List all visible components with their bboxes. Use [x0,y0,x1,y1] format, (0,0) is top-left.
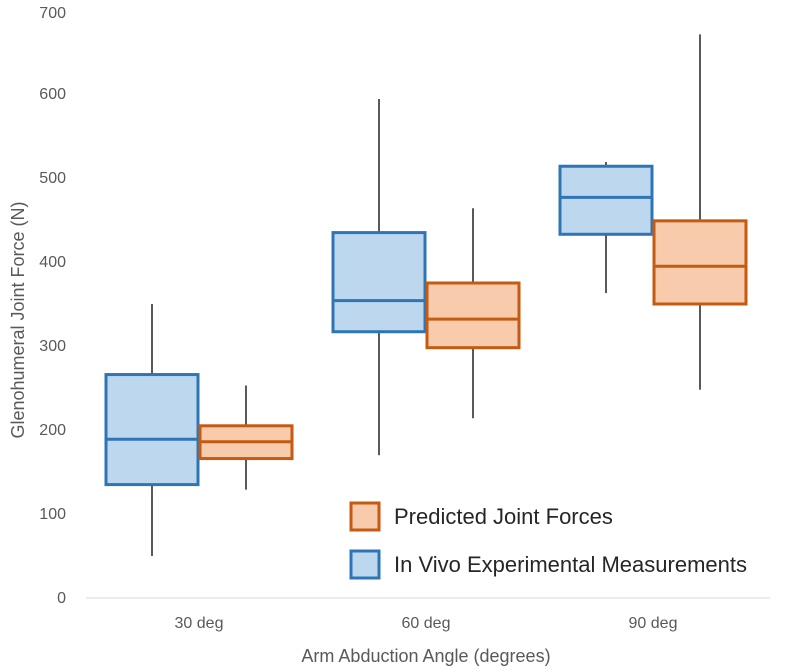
box-in-vivo-1 [331,99,427,456]
x-tick-label: 30 deg [175,615,224,632]
x-axis-title: Arm Abduction Angle (degrees) [301,646,550,666]
iqr-box [652,219,748,306]
y-tick-label: 200 [39,422,66,439]
y-axis: 0 100 200 300 400 500 600 700 [39,5,66,607]
box-in-vivo-2 [558,162,654,294]
box-predicted-0 [198,385,294,490]
box-predicted-1 [425,208,521,419]
legend-label-predicted: Predicted Joint Forces [394,504,613,529]
y-tick-label: 300 [39,338,66,355]
y-tick-label: 500 [39,170,66,187]
legend-swatch-predicted [349,501,381,532]
legend-swatch-in-vivo [349,549,381,580]
y-tick-label: 100 [39,506,66,523]
x-axis: 30 deg 60 deg 90 deg [175,615,678,632]
y-tick-label: 400 [39,254,66,271]
x-tick-label: 60 deg [402,615,451,632]
iqr-box [425,281,521,350]
box-predicted-2 [652,34,748,390]
legend-label-in-vivo: In Vivo Experimental Measurements [394,552,747,577]
legend-item-in-vivo: In Vivo Experimental Measurements [349,549,747,580]
x-tick-label: 90 deg [629,615,678,632]
legend: Predicted Joint Forces In Vivo Experimen… [349,501,747,580]
box-in-vivo-0 [104,304,200,556]
plot-area [104,34,748,556]
iqr-box [104,373,200,487]
y-tick-label: 600 [39,86,66,103]
iqr-box [558,164,654,236]
legend-item-predicted: Predicted Joint Forces [349,501,613,532]
iqr-box [331,231,427,334]
y-tick-label: 0 [57,590,66,607]
y-tick-label: 700 [39,5,66,22]
y-axis-title: Glenohumeral Joint Force (N) [8,201,28,438]
